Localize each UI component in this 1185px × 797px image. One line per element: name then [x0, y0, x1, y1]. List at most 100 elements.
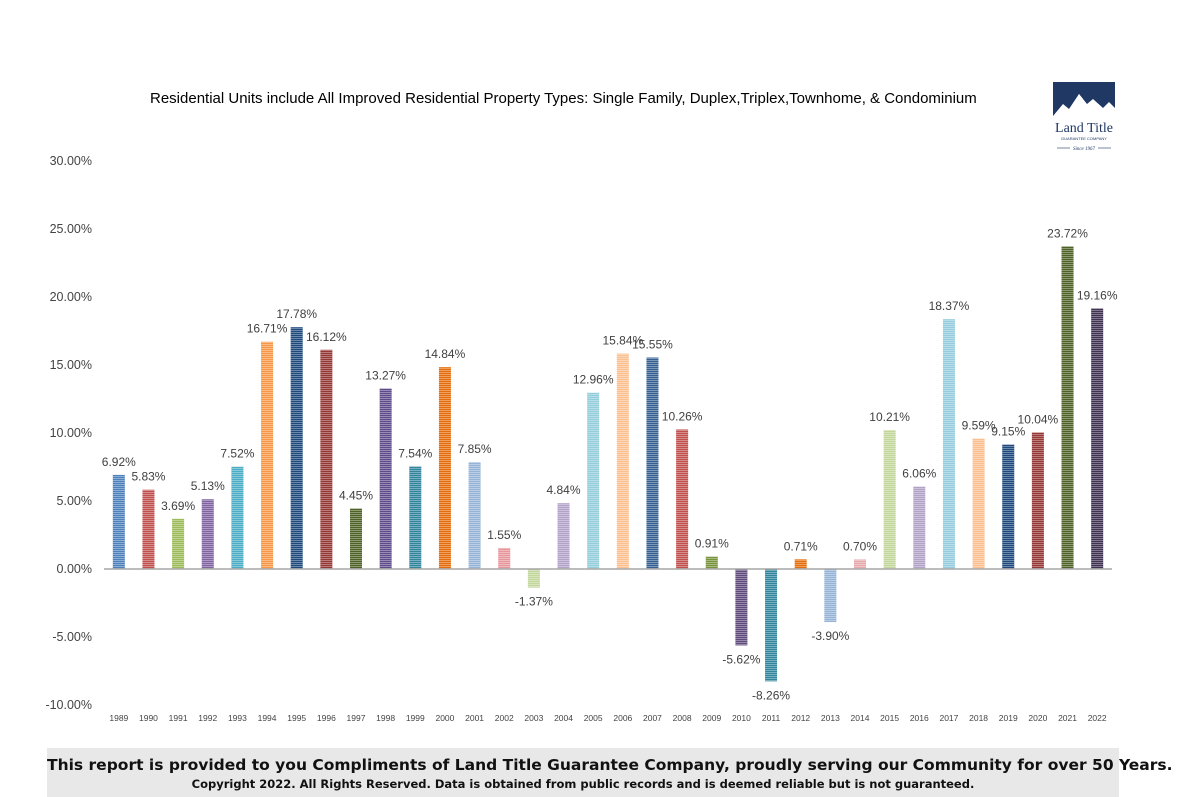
- x-tick-label: 2021: [1058, 713, 1077, 723]
- bar-texture: [527, 569, 540, 588]
- data-label: 7.52%: [220, 447, 254, 461]
- data-label: 15.84%: [602, 334, 643, 348]
- bar-2001: [468, 462, 481, 569]
- bar-2021: [1061, 246, 1074, 569]
- bar-1995: [290, 327, 303, 569]
- bar-texture: [468, 462, 481, 569]
- footer-message: This report is provided to you Complimen…: [47, 756, 1173, 774]
- x-tick-label: 2010: [732, 713, 751, 723]
- bar-texture: [1091, 308, 1104, 569]
- bar-2015: [883, 430, 896, 569]
- data-label: 7.54%: [398, 446, 432, 460]
- data-label: 10.04%: [1018, 412, 1059, 426]
- bar-2011: [765, 569, 778, 682]
- x-tick-label: 2006: [613, 713, 632, 723]
- bar-1989: [112, 474, 125, 569]
- land-title-logo: Land Title GUARANTEE COMPANY Since 1967: [1053, 82, 1115, 152]
- y-tick-label: 15.00%: [50, 358, 92, 372]
- bar-2008: [676, 429, 689, 569]
- x-tick-label: 1995: [287, 713, 306, 723]
- bar-2005: [587, 392, 600, 569]
- data-label: 0.71%: [784, 539, 818, 553]
- data-label: 10.21%: [869, 410, 910, 424]
- bar-texture: [765, 569, 778, 682]
- bar-texture: [142, 489, 155, 569]
- data-label: -5.62%: [722, 652, 760, 666]
- data-label: 14.84%: [425, 347, 466, 361]
- x-tick-label: 1990: [139, 713, 158, 723]
- y-tick-label: -10.00%: [45, 698, 92, 712]
- x-tick-label: 2008: [673, 713, 692, 723]
- footer-banner: This report is provided to you Complimen…: [47, 748, 1173, 797]
- bar-1992: [201, 499, 214, 569]
- x-tick-label: 2017: [939, 713, 958, 723]
- data-label: 18.37%: [929, 299, 970, 313]
- data-label: 19.16%: [1077, 288, 1118, 302]
- bar-texture: [735, 569, 748, 646]
- bar-2004: [557, 503, 570, 569]
- x-tick-label: 2020: [1028, 713, 1047, 723]
- bar-1994: [261, 341, 274, 569]
- bar-2002: [498, 547, 511, 569]
- data-label: -3.90%: [811, 629, 849, 643]
- data-label: 15.55%: [632, 338, 673, 352]
- bar-texture: [350, 508, 362, 569]
- data-label: 1.55%: [487, 528, 521, 542]
- bar-2009: [705, 556, 718, 569]
- x-tick-label: 2004: [554, 713, 573, 723]
- bar-texture: [1031, 432, 1044, 569]
- x-tick-label: 2000: [435, 713, 454, 723]
- bar-2019: [1002, 444, 1015, 569]
- data-labels: 6.92%5.83% 3.69% 5.13% 7.52% 16.71%17.78% 16.…: [102, 226, 1118, 702]
- logo-tagline: GUARANTEE COMPANY: [1061, 136, 1107, 141]
- bar-texture: [646, 357, 659, 569]
- x-tick-label: 1994: [258, 713, 277, 723]
- x-axis: 1989 1990 1991 1992 1993 1994 1995 1996 1997 1998…: [109, 713, 1107, 723]
- data-label: 0.70%: [843, 539, 877, 553]
- x-tick-label: 2016: [910, 713, 929, 723]
- data-label: 5.13%: [191, 479, 225, 493]
- x-tick-label: 1992: [198, 713, 217, 723]
- y-tick-label: 25.00%: [50, 222, 92, 236]
- bar-1999: [409, 466, 422, 569]
- bar-texture: [676, 429, 689, 569]
- bar-texture: [112, 474, 125, 569]
- x-tick-label: 2022: [1088, 713, 1107, 723]
- x-tick-label: 2019: [999, 713, 1018, 723]
- bar-2012: [794, 559, 807, 569]
- bar-texture: [290, 327, 303, 569]
- data-label: -8.26%: [752, 688, 790, 702]
- bar-2022: [1091, 308, 1104, 569]
- x-tick-label: 1997: [347, 713, 366, 723]
- data-label: 4.84%: [547, 483, 581, 497]
- logo-since: Since 1967: [1073, 147, 1096, 152]
- x-tick-label: 2003: [524, 713, 543, 723]
- x-tick-label: 2009: [702, 713, 721, 723]
- bar-texture: [379, 388, 392, 569]
- data-label: 16.12%: [306, 330, 347, 344]
- bar-texture: [438, 367, 451, 569]
- bar-texture: [409, 466, 422, 569]
- bar-texture: [557, 503, 570, 569]
- y-tick-label: 20.00%: [50, 290, 92, 304]
- bar-texture: [320, 349, 333, 569]
- chart-subtitle: Residential Units include All Improved R…: [150, 90, 977, 107]
- data-label: 16.71%: [247, 322, 288, 336]
- x-tick-label: 2007: [643, 713, 662, 723]
- bar-2014: [854, 559, 866, 569]
- bar-2013: [824, 569, 837, 623]
- data-label: 17.78%: [276, 307, 317, 321]
- bar-chart: -10.00% -5.00% 0.00% 5.00% 10.00% 15.00% 20.00…: [45, 154, 1118, 723]
- bar-texture: [854, 559, 866, 569]
- x-tick-label: 1991: [169, 713, 188, 723]
- x-tick-label: 2011: [762, 713, 781, 723]
- data-label: 12.96%: [573, 373, 614, 387]
- bar-texture: [261, 341, 274, 569]
- bar-texture: [883, 430, 896, 569]
- data-label: 13.27%: [365, 369, 406, 383]
- data-label: 7.85%: [458, 442, 492, 456]
- footer-copyright: Copyright 2022. All Rights Reserved. Dat…: [191, 777, 975, 791]
- x-tick-label: 2013: [821, 713, 840, 723]
- x-tick-label: 1989: [109, 713, 128, 723]
- bar-1993: [231, 466, 244, 569]
